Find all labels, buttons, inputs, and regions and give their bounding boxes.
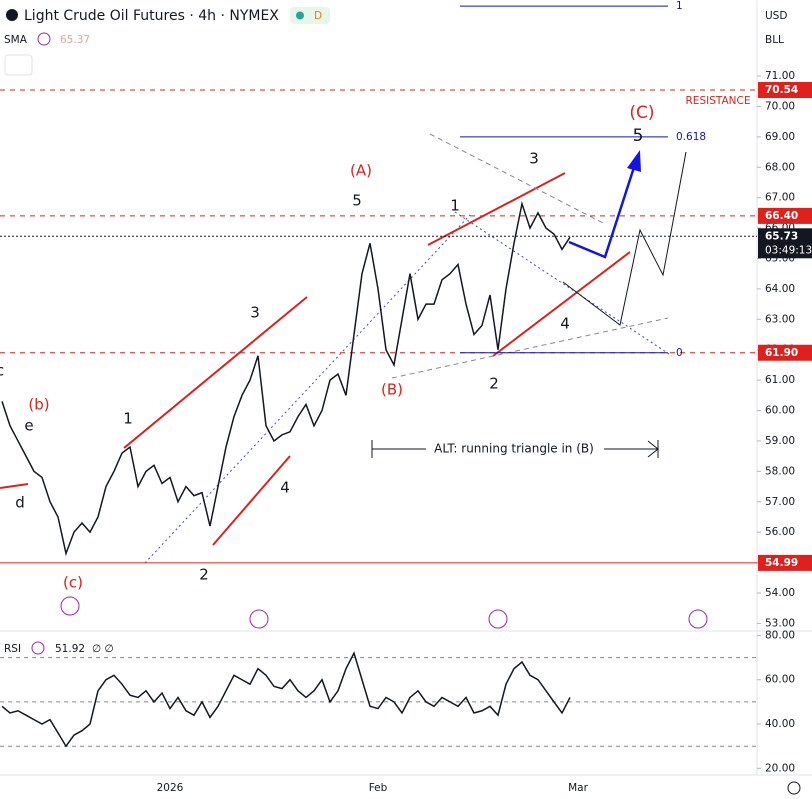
- rsi-extra: ∅ ∅: [92, 643, 114, 655]
- sma-label: SMA: [4, 34, 28, 46]
- annotation: 4: [280, 479, 290, 497]
- settings-icon[interactable]: [787, 781, 801, 795]
- x-tick-label: 2026: [157, 782, 184, 794]
- sma-icon: [37, 32, 51, 46]
- annotation: 5: [633, 126, 644, 146]
- annotation: c: [0, 362, 4, 380]
- alt-path: [562, 151, 687, 326]
- projection-arrow: [568, 157, 639, 259]
- annotation: (B): [381, 381, 403, 399]
- x-tick-label: Mar: [568, 782, 588, 794]
- dotted-trend: [454, 211, 673, 357]
- annotation: d: [15, 494, 25, 512]
- y-tick-label: 63.00: [765, 313, 795, 325]
- level-label: 70.54: [765, 84, 798, 96]
- level-label: 61.90: [765, 347, 798, 359]
- level-label: 54.99: [765, 557, 798, 569]
- alt-bracket: [371, 440, 659, 458]
- y-tick-label: 70.00: [765, 100, 795, 112]
- trend-lines: [0, 172, 631, 546]
- x-tick-label: Feb: [369, 782, 388, 794]
- y-tick-label: 60.00: [765, 405, 795, 417]
- annotation: 1: [123, 410, 133, 428]
- badge-text: D: [314, 10, 322, 22]
- y-tick-label: 59.00: [765, 435, 795, 447]
- y-tick-label: 71.00: [765, 70, 795, 82]
- collapse-button[interactable]: [4, 54, 33, 76]
- price-line: [1, 200, 571, 557]
- currency: USD: [765, 10, 787, 22]
- y-tick-label: 40.00: [765, 718, 795, 730]
- level-tag: [758, 207, 812, 224]
- annotation: ALT: running triangle in (B): [434, 442, 594, 456]
- annotation: 1: [450, 197, 460, 215]
- symbol-icon: [6, 9, 18, 21]
- y-tick-label: 68.00: [765, 161, 795, 173]
- level-tag: [758, 344, 812, 361]
- annotation: RESISTANCE: [686, 95, 751, 107]
- rsi-title: RSI: [4, 643, 21, 655]
- fib-label: 1: [676, 0, 683, 12]
- arrowhead: [627, 150, 641, 172]
- y-tick-label: 53.00: [765, 617, 795, 629]
- y-tick-label: 64.00: [765, 283, 795, 295]
- y-tick-label: 60.00: [765, 674, 795, 686]
- status-badge: [290, 7, 330, 24]
- y-tick-label: 56.00: [765, 526, 795, 538]
- event-icons: [60, 596, 708, 629]
- annotation: (c): [63, 574, 83, 592]
- annotation: 3: [250, 304, 260, 322]
- fib-label: 0: [676, 347, 683, 359]
- annotation: 4: [560, 315, 570, 333]
- annotation: (C): [629, 103, 654, 123]
- level-tag: [758, 82, 812, 99]
- level-tag: [758, 228, 812, 259]
- y-tick-label: 61.00: [765, 374, 795, 386]
- annotation: 5: [352, 192, 362, 210]
- symbol-title: Light Crude Oil Futures · 4h · NYMEX: [24, 8, 279, 24]
- annotation: (b): [28, 396, 49, 414]
- unit: BLL: [765, 34, 784, 46]
- triangle-lines: [391, 133, 669, 379]
- level-label: 66.40: [765, 210, 798, 222]
- level-label: 65.73: [765, 230, 798, 242]
- rsi-icon: [31, 641, 45, 655]
- y-tick-label: 57.00: [765, 496, 795, 508]
- countdown: 03:49:13: [765, 244, 812, 256]
- dotted-trend: [144, 214, 471, 564]
- y-tick-label: 54.00: [765, 587, 795, 599]
- rsi-value: 51.92: [55, 643, 85, 655]
- annotation: 3: [529, 150, 539, 168]
- fib-label: 0.618: [676, 131, 706, 143]
- annotation: 2: [489, 375, 499, 393]
- annotation: e: [24, 417, 33, 435]
- y-tick-label: 80.00: [765, 629, 795, 641]
- level-tag: [758, 554, 812, 571]
- y-tick-label: 20.00: [765, 762, 795, 774]
- status-dot: [296, 11, 304, 20]
- y-tick-label: 69.00: [765, 131, 795, 143]
- y-tick-label: 67.00: [765, 192, 795, 204]
- annotation: (A): [350, 162, 372, 180]
- annotation: 2: [199, 566, 209, 584]
- sma-value: 65.37: [60, 34, 90, 46]
- y-tick-label: 58.00: [765, 465, 795, 477]
- rsi-line: [1, 651, 571, 748]
